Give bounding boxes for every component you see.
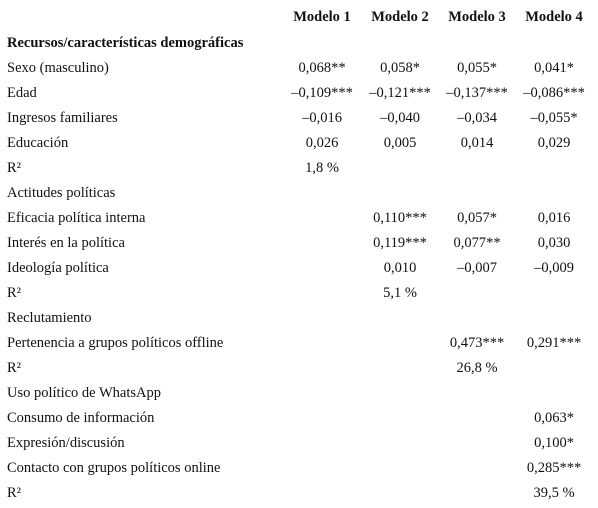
row-label: Edad — [7, 85, 37, 101]
cell: 0,119*** — [373, 235, 427, 251]
row-label: R² — [7, 160, 22, 176]
cell: 26,8 % — [456, 360, 498, 376]
cell: 1,8 % — [305, 160, 339, 176]
row-label: Educación — [7, 135, 69, 151]
cell: –0,009 — [534, 260, 574, 276]
cell: 0,041* — [534, 60, 574, 76]
cell: 0,010 — [383, 260, 417, 276]
row-label: R² — [7, 485, 22, 501]
row-label: R² — [7, 360, 22, 376]
cell: 0,055* — [457, 60, 497, 76]
cell: 0,063* — [534, 410, 574, 426]
row-label: Sexo (masculino) — [7, 60, 109, 76]
cell: 0,029 — [537, 135, 571, 151]
column-header: Modelo 4 — [525, 9, 583, 25]
cell: 0,057* — [457, 210, 497, 226]
cell: 0,473*** — [449, 335, 505, 351]
cell: 39,5 % — [533, 485, 575, 501]
cell: 0,026 — [305, 135, 339, 151]
cell: 5,1 % — [383, 285, 417, 301]
row-label: R² — [7, 285, 22, 301]
row-label: Pertenencia a grupos políticos offline — [7, 335, 224, 351]
section-label: Recursos/características demográficas — [7, 35, 244, 51]
cell: 0,068** — [298, 60, 346, 76]
row-label: Consumo de información — [7, 410, 155, 426]
row-label: Ideología política — [7, 260, 109, 276]
cell: 0,077** — [453, 235, 501, 251]
cell: 0,058* — [380, 60, 420, 76]
row-label: Ingresos familiares — [7, 110, 118, 126]
row-label: Contacto con grupos políticos online — [7, 460, 221, 476]
cell: 0,005 — [383, 135, 417, 151]
column-header: Modelo 2 — [371, 9, 429, 25]
cell: –0,007 — [457, 260, 497, 276]
cell: –0,137*** — [446, 85, 508, 101]
cell: –0,109*** — [291, 85, 353, 101]
cell: –0,016 — [302, 110, 342, 126]
cell: –0,086*** — [523, 85, 585, 101]
cell: 0,285*** — [526, 460, 582, 476]
row-label: Expresión/discusión — [7, 435, 125, 451]
cell: –0,055* — [530, 110, 578, 126]
row-label: Interés en la política — [7, 235, 125, 251]
column-header: Modelo 3 — [448, 9, 506, 25]
cell: –0,040 — [380, 110, 420, 126]
cell: –0,121*** — [369, 85, 431, 101]
column-header: Modelo 1 — [293, 9, 351, 25]
cell: 0,291*** — [526, 335, 582, 351]
cell: 0,014 — [460, 135, 494, 151]
cell: 0,030 — [537, 235, 571, 251]
cell: –0,034 — [457, 110, 497, 126]
section-label: Uso político de WhatsApp — [7, 385, 161, 401]
cell: 0,016 — [537, 210, 571, 226]
cell: 0,110*** — [373, 210, 427, 226]
section-label: Actitudes políticas — [7, 185, 116, 201]
cell: 0,100* — [534, 435, 574, 451]
row-label: Eficacia política interna — [7, 210, 146, 226]
section-label: Reclutamiento — [7, 310, 92, 326]
